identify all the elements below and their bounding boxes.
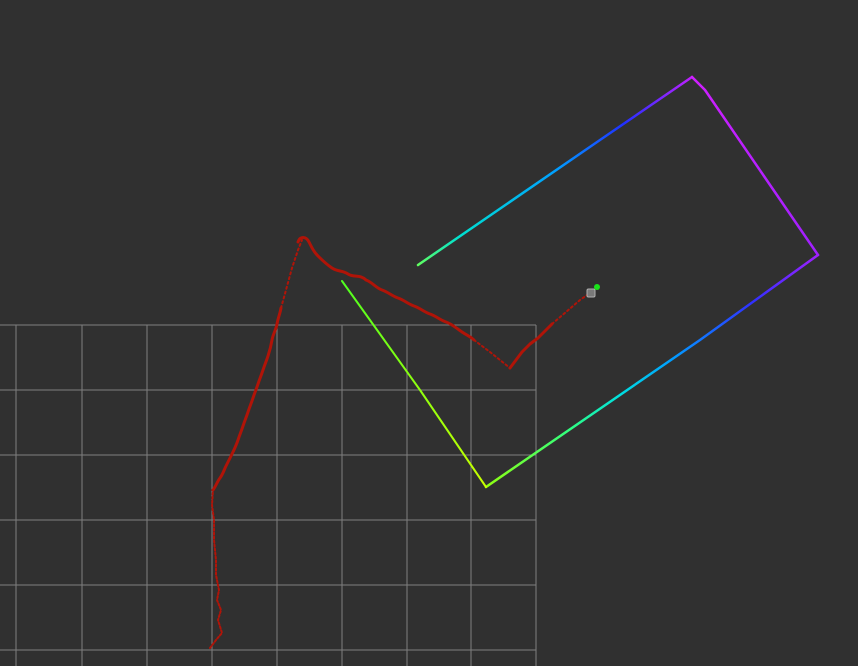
ground-grid <box>0 324 537 666</box>
robot-marker[interactable] <box>586 284 600 298</box>
trajectory-segment-descend-dotted <box>473 339 511 369</box>
robot-goal-point <box>594 284 600 290</box>
robot-body <box>586 288 596 298</box>
trajectory-corner <box>296 236 368 282</box>
scan-wall-bottom <box>484 253 820 489</box>
scan-wall-top <box>416 75 694 267</box>
trajectory-segment-end <box>508 322 554 370</box>
scan-wall-right <box>690 75 820 257</box>
robot-trajectory <box>209 236 591 649</box>
trajectory-segment-climb-dotted <box>280 239 303 309</box>
trajectory-segment-climb <box>211 306 283 492</box>
trajectory-segment-start <box>209 489 223 649</box>
laser-scan-cloud <box>341 75 820 489</box>
scan-wall-left <box>341 280 487 488</box>
trajectory-segment-end-dotted <box>551 292 591 325</box>
trajectory-segment-descend <box>364 278 476 342</box>
